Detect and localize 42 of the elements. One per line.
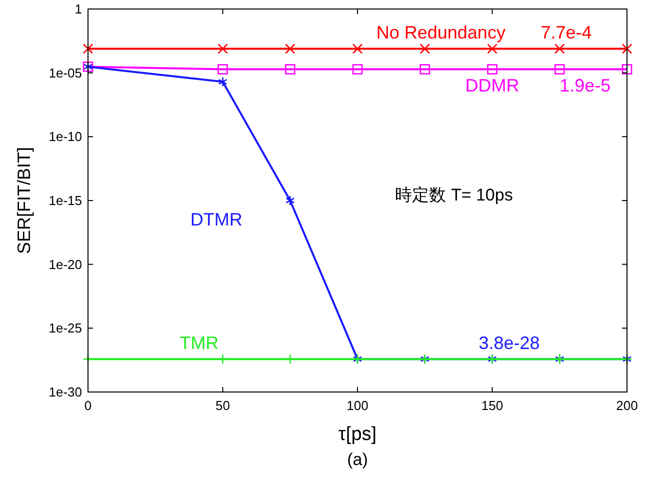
point [284,354,296,364]
x-tick-label: 50 [216,398,230,413]
y-tick-label: 1e-20 [48,256,82,272]
series-label: No Redundancy [376,22,506,43]
y-tick-label: 1e-10 [48,129,82,144]
y-tick-label: 1e-25 [48,320,82,336]
point [352,64,363,74]
point [218,44,228,54]
x-tick-label: 100 [346,398,368,413]
x-tick-label: 0 [84,398,92,413]
y-tick-label: 1e-05 [48,65,82,80]
point [420,44,430,54]
series-label: DDMR [465,75,520,96]
point [487,44,498,54]
point [554,44,565,54]
point [82,44,94,54]
point [218,354,228,364]
x-tick-label: 200 [616,398,638,413]
series-label: TMR [180,333,219,354]
annotation: 3.8e-28 [478,333,540,354]
point [284,64,296,74]
point [218,64,228,74]
annotation: 1.9e-5 [560,75,611,96]
point [622,64,632,74]
x-tick-label: 150 [481,398,504,413]
y-tick-label: 1 [74,2,82,17]
text: (a) [347,450,368,469]
annotation: 7.7e-4 [540,22,592,43]
point [622,44,632,54]
point [420,64,430,74]
point [554,64,565,74]
text: DTMR [190,209,242,230]
point [286,195,295,206]
annotation: 時定数 T= 10ps [395,186,513,204]
point [487,64,498,74]
point [218,76,228,87]
x-axis-title: τ[ps] [338,424,377,445]
y-tick-label: 1e-30 [48,384,82,400]
y-axis-title: SER[FIT/BIT] [14,146,34,254]
point [352,44,363,54]
y-tick-label: 1e-15 [48,193,82,208]
point [284,44,296,54]
